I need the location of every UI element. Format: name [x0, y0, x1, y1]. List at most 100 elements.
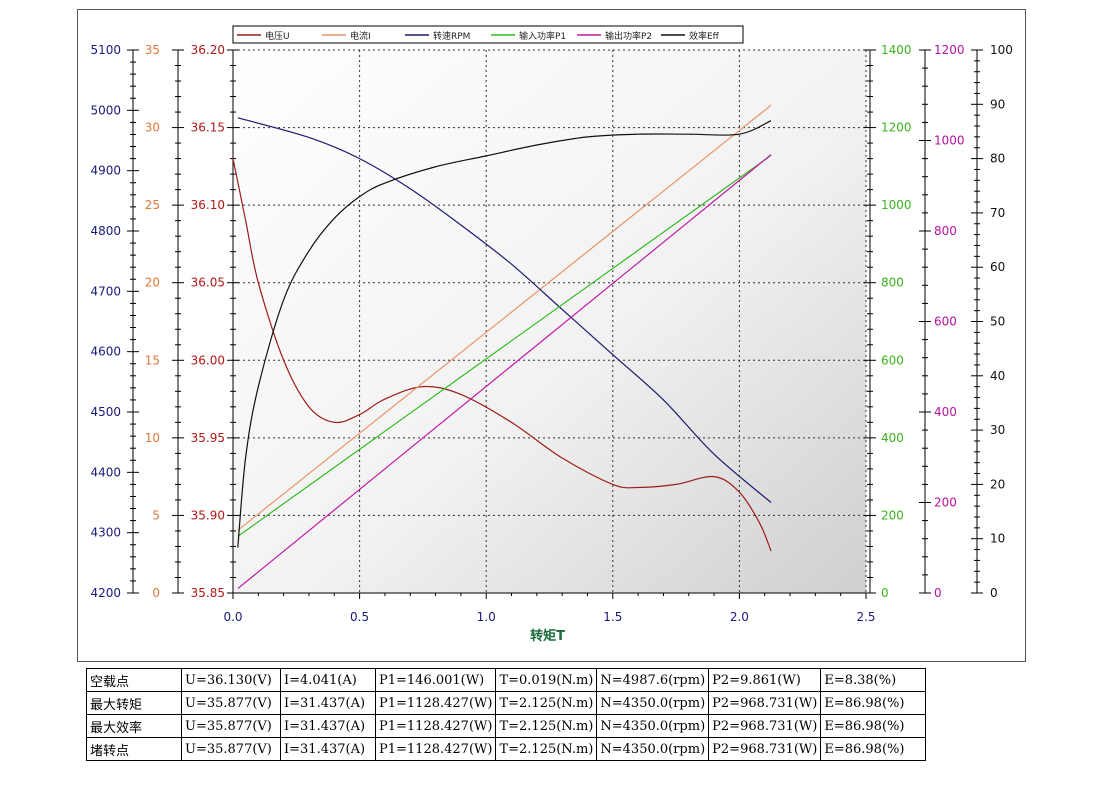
legend-item-label: 效率Eff — [689, 30, 720, 42]
table-cell: T=0.019(N.m) — [495, 668, 598, 692]
series-line-p2 — [237, 154, 772, 590]
table-cell: P2=968.731(W) — [708, 691, 822, 715]
y-axis-p1: 0 200 400 600 800 1000 1200 1400 — [864, 43, 912, 600]
table-row: 最大效率 U=35.877(V) I=31.437(A) P1=1128.427(W)… — [86, 714, 927, 738]
y-tick-label-voltage: 35.90 — [191, 508, 225, 522]
table-cell: U=35.877(V) — [181, 714, 281, 738]
table-cell: E=86.98(%) — [820, 714, 927, 738]
table-cell: N=4350.0(rpm) — [596, 691, 710, 715]
y-tick-label-eff: 80 — [990, 152, 1005, 166]
series-line-p1 — [237, 154, 772, 537]
y-tick-label-voltage: 35.95 — [191, 431, 225, 445]
y-tick-label-p1: 400 — [881, 431, 904, 445]
series-group — [232, 104, 772, 590]
table-cell: N=4350.0(rpm) — [596, 737, 710, 761]
y-tick-label-p2: 1000 — [934, 134, 965, 148]
table-cell: E=8.38(%) — [820, 668, 927, 692]
table-cell: P1=1128.427(W) — [374, 714, 497, 738]
y-tick-label-current: 5 — [152, 508, 160, 522]
row-header-cell: 空载点 — [86, 668, 182, 692]
y-tick-label-eff: 100 — [990, 43, 1013, 57]
table-cell: U=36.130(V) — [181, 668, 281, 692]
y-tick-label-voltage: 35.85 — [191, 586, 225, 600]
series-line-current — [237, 104, 772, 531]
y-tick-label-voltage: 36.05 — [191, 276, 225, 290]
y-tick-label-p1: 800 — [881, 276, 904, 290]
series-line-eff — [237, 120, 772, 548]
y-tick-label-p2: 200 — [934, 496, 957, 510]
y-tick-label-p1: 1200 — [881, 121, 912, 135]
y-tick-label-current: 0 — [152, 586, 160, 600]
series-line-voltage — [232, 158, 772, 552]
y-tick-label-p1: 1400 — [881, 43, 912, 57]
y-tick-label-current: 20 — [145, 276, 160, 290]
table-cell: U=35.877(V) — [181, 737, 281, 761]
y-tick-label-voltage: 36.20 — [191, 43, 225, 57]
plot-background — [233, 50, 866, 593]
y-tick-label-eff: 40 — [990, 369, 1005, 383]
y-tick-label-rpm: 4200 — [90, 586, 121, 600]
legend-item-label: 输入功率P1 — [519, 30, 566, 42]
y-tick-label-p1: 200 — [881, 508, 904, 522]
y-tick-label-p1: 0 — [881, 586, 889, 600]
table-cell: P1=1128.427(W) — [374, 691, 497, 715]
y-axis-voltage: 35.85 35.90 35.95 36.00 36.05 36.10 36.15 36.20 — [191, 43, 239, 600]
y-tick-label-rpm: 5100 — [90, 43, 121, 57]
table-row: 空载点 U=36.130(V) I=4.041(A) P1=146.001(W) T=0… — [86, 668, 927, 692]
x-tick-label: 0.0 — [223, 610, 242, 624]
table-row: 最大转矩 U=35.877(V) I=31.437(A) P1=1128.427(W)… — [86, 691, 927, 715]
y-tick-label-eff: 10 — [990, 532, 1005, 546]
y-tick-label-p2: 400 — [934, 405, 957, 419]
table-cell: P2=968.731(W) — [708, 737, 822, 761]
y-tick-label-rpm: 4600 — [90, 345, 121, 359]
x-tick-label: 2.5 — [856, 610, 875, 624]
legend-item-label: 电流I — [350, 30, 371, 42]
x-axis: 0.0 0.5 1.0 1.5 2.0 2.5 转矩T — [223, 593, 876, 644]
y-tick-label-p2: 1200 — [934, 43, 965, 57]
y-tick-label-voltage: 36.15 — [191, 121, 225, 135]
table-cell: I=31.437(A) — [280, 737, 376, 761]
y-tick-label-current: 30 — [145, 121, 160, 135]
table-cell: E=86.98(%) — [820, 691, 927, 715]
x-tick-label: 0.5 — [350, 610, 369, 624]
table-cell: T=2.125(N.m) — [495, 737, 598, 761]
table-cell: T=2.125(N.m) — [495, 714, 598, 738]
y-tick-label-rpm: 4900 — [90, 164, 121, 178]
series-line-rpm — [237, 117, 772, 503]
table-cell: I=31.437(A) — [280, 714, 376, 738]
x-axis-title: 转矩T — [530, 628, 565, 644]
table-row: 堵转点 U=35.877(V) I=31.437(A) P1=1128.427(W) T… — [86, 737, 927, 761]
y-tick-label-p1: 600 — [881, 353, 904, 367]
y-tick-label-eff: 50 — [990, 315, 1005, 329]
table-cell: I=4.041(A) — [280, 668, 376, 692]
legend-item-label: 电压U — [265, 30, 290, 42]
y-axis-eff: 0 10 20 30 40 50 60 70 80 90 100 — [971, 43, 1013, 600]
grid-lines — [232, 49, 867, 594]
y-tick-label-rpm: 4700 — [90, 284, 121, 298]
y-tick-label-p2: 600 — [934, 315, 957, 329]
table-cell: T=2.125(N.m) — [495, 691, 598, 715]
x-tick-label: 1.0 — [477, 610, 496, 624]
y-tick-label-rpm: 4300 — [90, 526, 121, 540]
legend-item-label: 转速RPM — [433, 30, 470, 42]
row-header-cell: 最大转矩 — [86, 691, 182, 715]
y-tick-label-p2: 0 — [934, 586, 942, 600]
y-tick-label-eff: 90 — [990, 97, 1005, 111]
row-header-cell: 最大效率 — [86, 714, 182, 738]
y-tick-label-voltage: 36.00 — [191, 353, 225, 367]
x-tick-label: 2.0 — [730, 610, 749, 624]
y-tick-label-rpm: 4400 — [90, 465, 121, 479]
y-axis-current: 0 5 10 15 20 25 30 35 — [145, 43, 184, 600]
y-axis-rpm: 4200 4300 4400 4500 4600 4700 4800 4900 5000 5100 — [90, 43, 139, 600]
table-cell: P1=1128.427(W) — [374, 737, 497, 761]
y-tick-label-current: 10 — [145, 431, 160, 445]
table-cell: I=31.437(A) — [280, 691, 376, 715]
table-cell: N=4350.0(rpm) — [596, 714, 710, 738]
table-cell: U=35.877(V) — [181, 691, 281, 715]
y-tick-label-eff: 30 — [990, 423, 1005, 437]
y-tick-label-eff: 0 — [990, 586, 998, 600]
y-axis-p2: 0 200 400 600 800 1000 1200 — [919, 43, 965, 600]
results-table: 空载点 U=36.130(V) I=4.041(A) P1=146.001(W) T=0… — [86, 668, 927, 761]
table-cell: N=4987.6(rpm) — [596, 668, 710, 692]
